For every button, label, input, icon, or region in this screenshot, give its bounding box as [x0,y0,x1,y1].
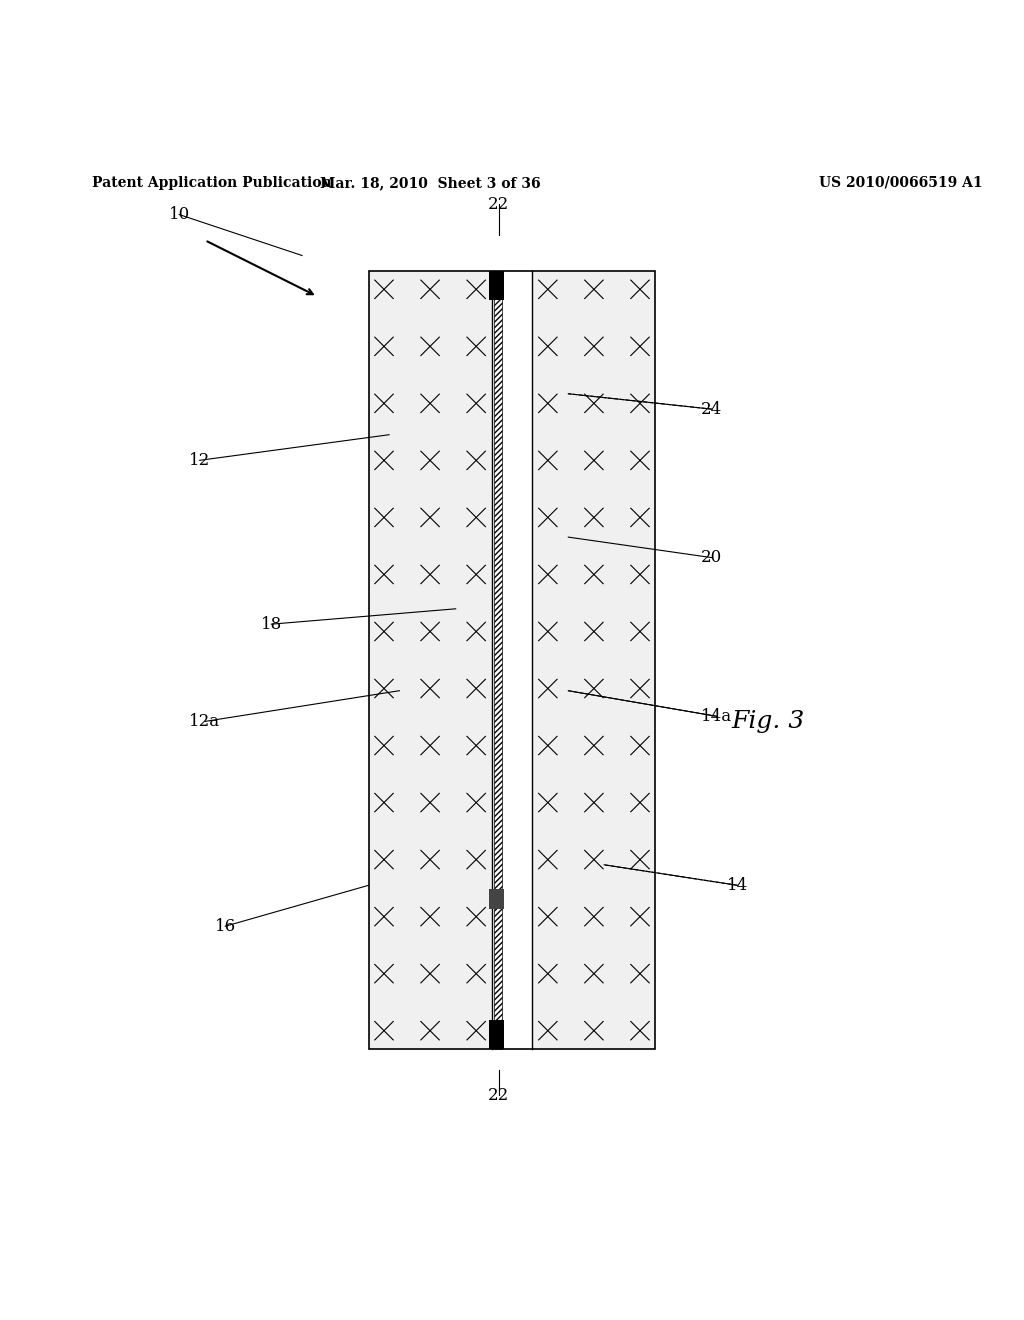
Text: 10: 10 [169,206,189,223]
Text: US 2010/0066519 A1: US 2010/0066519 A1 [819,176,983,190]
Text: Mar. 18, 2010  Sheet 3 of 36: Mar. 18, 2010 Sheet 3 of 36 [319,176,541,190]
Text: 16: 16 [215,917,236,935]
Bar [492,271,532,1049]
Bar [532,271,655,1049]
Text: 22: 22 [488,1086,509,1104]
Text: 22: 22 [488,195,509,213]
Text: Fig. 3: Fig. 3 [731,710,805,733]
Text: 14: 14 [727,876,748,894]
Text: 20: 20 [701,549,722,566]
Bar [369,271,492,1049]
Text: 14a: 14a [701,708,732,725]
Text: 12: 12 [189,451,210,469]
Text: 18: 18 [261,615,282,632]
Bar [489,888,504,909]
Text: 12a: 12a [189,713,220,730]
Bar [369,271,655,1049]
Bar [489,1020,504,1049]
Text: Patent Application Publication: Patent Application Publication [92,176,332,190]
Bar [494,271,502,1049]
Text: 24: 24 [701,401,722,417]
Bar [489,271,504,300]
